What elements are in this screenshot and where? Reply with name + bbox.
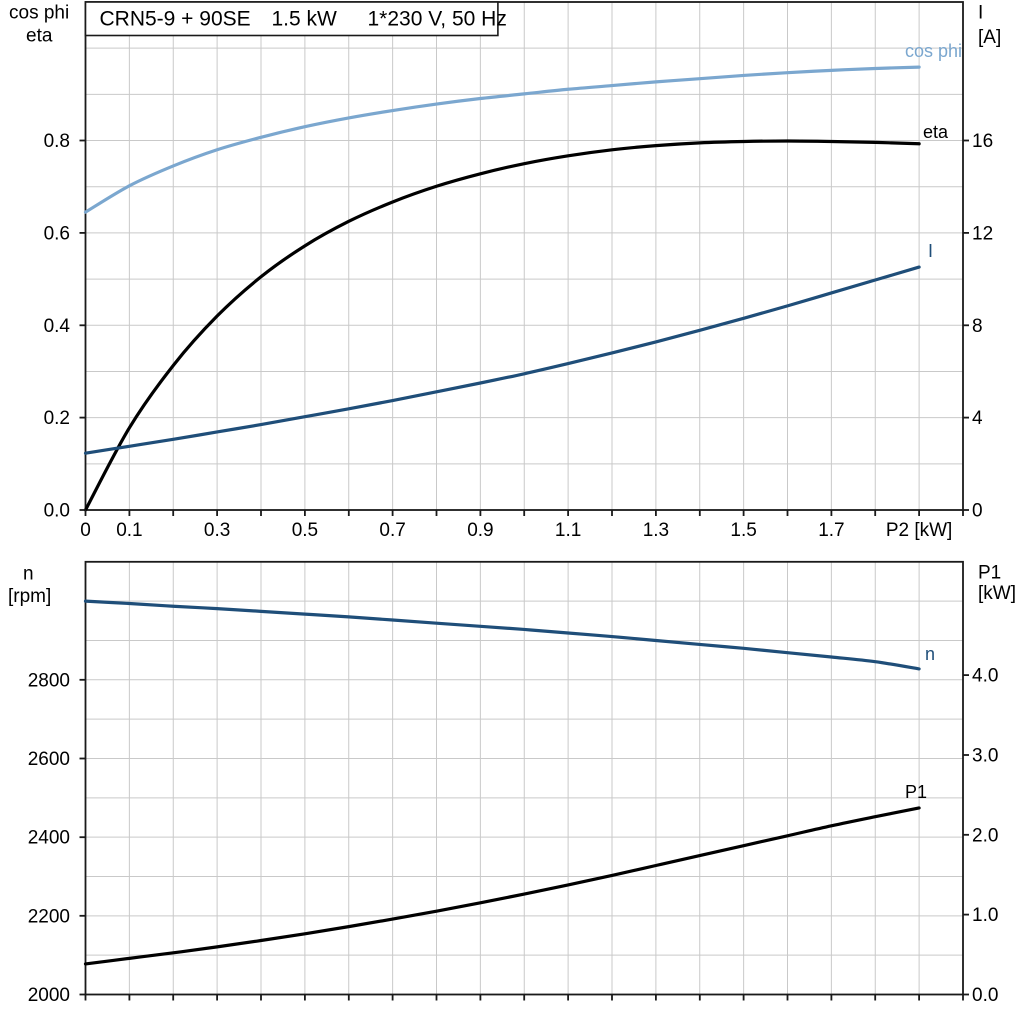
- svg-text:0.8: 0.8: [44, 131, 70, 152]
- svg-text:0: 0: [80, 520, 91, 541]
- svg-text:4: 4: [972, 408, 983, 429]
- svg-text:0.7: 0.7: [379, 520, 405, 541]
- svg-text:0: 0: [972, 501, 983, 522]
- svg-text:n: n: [23, 564, 34, 585]
- svg-text:P1: P1: [978, 562, 1001, 583]
- svg-text:2200: 2200: [28, 906, 70, 927]
- svg-text:0.4: 0.4: [44, 316, 71, 337]
- svg-text:0.0: 0.0: [972, 985, 998, 1006]
- svg-text:eta: eta: [26, 26, 53, 47]
- svg-text:1.5: 1.5: [730, 520, 756, 541]
- svg-text:0.5: 0.5: [292, 520, 318, 541]
- svg-text:[kW]: [kW]: [978, 583, 1016, 604]
- svg-text:I: I: [978, 3, 983, 24]
- svg-text:1.3: 1.3: [643, 520, 669, 541]
- svg-text:cos phi: cos phi: [9, 3, 69, 24]
- svg-text:P1: P1: [905, 782, 927, 802]
- svg-text:8: 8: [972, 316, 983, 337]
- svg-text:2.0: 2.0: [972, 825, 998, 846]
- svg-text:0.1: 0.1: [116, 520, 142, 541]
- svg-text:1.1: 1.1: [555, 520, 581, 541]
- svg-text:cos phi: cos phi: [905, 41, 962, 61]
- svg-text:2400: 2400: [28, 828, 70, 849]
- svg-text:2800: 2800: [28, 670, 70, 691]
- svg-text:2000: 2000: [28, 985, 70, 1006]
- svg-text:n: n: [925, 644, 935, 664]
- svg-text:[rpm]: [rpm]: [8, 586, 51, 607]
- svg-text:2600: 2600: [28, 749, 70, 770]
- svg-text:P2 [kW]: P2 [kW]: [886, 520, 953, 541]
- svg-text:12: 12: [972, 223, 993, 244]
- svg-text:0.9: 0.9: [467, 520, 493, 541]
- svg-text:3.0: 3.0: [972, 746, 998, 767]
- svg-text:0.6: 0.6: [44, 223, 70, 244]
- svg-text:1.7: 1.7: [818, 520, 844, 541]
- svg-text:1.0: 1.0: [972, 905, 998, 926]
- svg-text:16: 16: [972, 131, 993, 152]
- svg-text:[A]: [A]: [978, 27, 1001, 48]
- svg-text:I: I: [928, 241, 933, 261]
- svg-text:0.2: 0.2: [44, 408, 70, 429]
- svg-text:0.3: 0.3: [204, 520, 230, 541]
- svg-text:0.0: 0.0: [44, 501, 70, 522]
- svg-text:4.0: 4.0: [972, 666, 998, 687]
- svg-text:eta: eta: [923, 122, 949, 142]
